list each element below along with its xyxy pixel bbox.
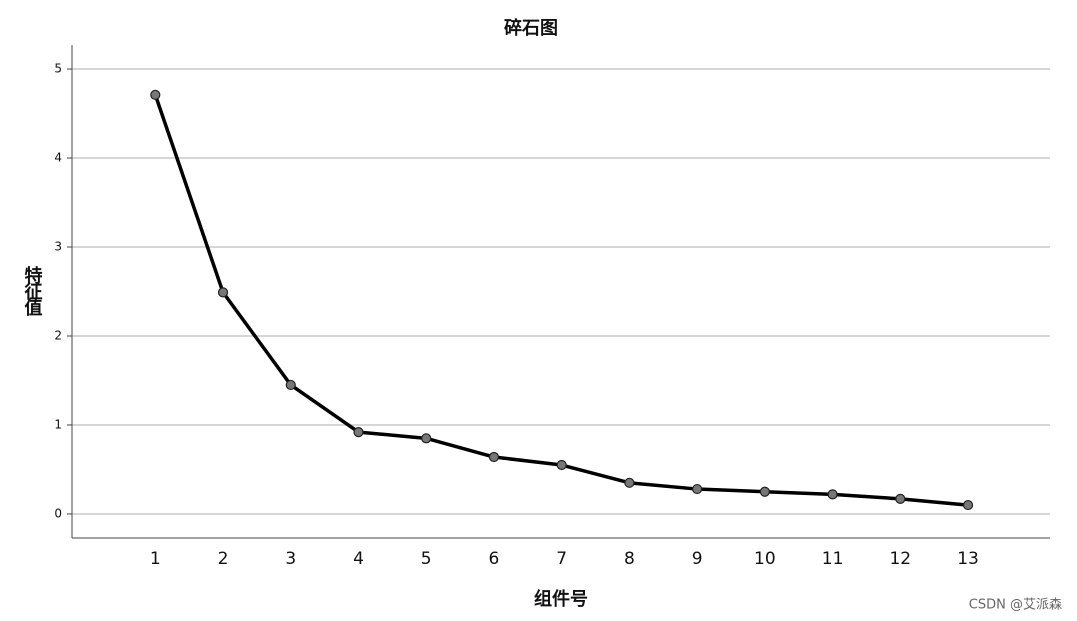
y-tick-label: 1 <box>54 417 62 431</box>
x-tick-label: 7 <box>556 549 567 569</box>
series-line <box>153 94 969 507</box>
x-tick-label: 12 <box>889 549 911 569</box>
x-tick-label: 5 <box>421 549 432 569</box>
y-tick-label: 0 <box>54 506 62 520</box>
point <box>962 499 974 511</box>
x-axis-label: 组件号 <box>534 588 588 610</box>
x-tick-label: 3 <box>285 549 296 569</box>
y-tick-label: 5 <box>54 62 62 76</box>
point <box>353 427 364 438</box>
point <box>759 486 770 497</box>
x-tick-label: 4 <box>353 549 364 569</box>
y-tick-label: 2 <box>54 328 62 342</box>
y-tick-label: 3 <box>54 240 62 254</box>
y-axis-label: 特征值 <box>22 265 43 317</box>
x-tick-label: 9 <box>692 549 703 569</box>
point <box>285 379 296 391</box>
point <box>692 483 703 495</box>
x-tick-label: 11 <box>822 549 844 569</box>
point <box>421 433 432 444</box>
point <box>895 493 906 504</box>
point <box>217 287 229 298</box>
x-tick-label: 13 <box>957 549 979 569</box>
x-tick-label: 2 <box>218 549 229 569</box>
x-tick-label: 6 <box>489 549 500 569</box>
watermark: CSDN @艾派森 <box>969 598 1062 613</box>
point <box>827 489 838 500</box>
chart-title: 碎石图 <box>504 17 558 39</box>
x-tick-label: 8 <box>624 549 635 569</box>
point <box>488 451 500 463</box>
y-tick-label: 4 <box>54 151 62 165</box>
x-tick-label: 1 <box>150 549 161 569</box>
point <box>150 89 161 100</box>
point <box>624 477 635 488</box>
x-tick-label: 10 <box>754 549 776 569</box>
point <box>556 459 567 471</box>
